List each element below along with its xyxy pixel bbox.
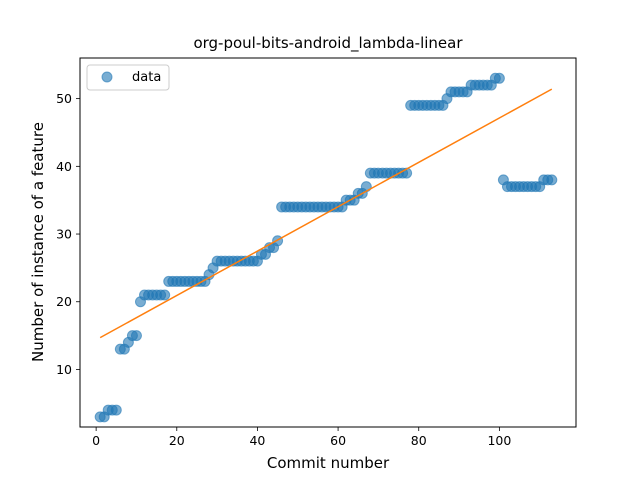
x-tick-label: 0 xyxy=(92,433,100,448)
y-tick-label: 40 xyxy=(56,159,72,174)
legend-box xyxy=(86,64,170,91)
data-point xyxy=(546,174,558,186)
data-point xyxy=(159,289,171,301)
x-axis-label: Commit number xyxy=(267,454,390,472)
x-tick-label: 100 xyxy=(487,433,511,448)
fit-line xyxy=(99,88,553,339)
legend: data xyxy=(86,64,170,91)
y-tick-label: 50 xyxy=(56,91,72,106)
x-tick-label: 60 xyxy=(330,433,346,448)
plot-area xyxy=(94,72,558,423)
data-point xyxy=(110,404,122,416)
x-tick-label: 40 xyxy=(249,433,265,448)
legend-label: data xyxy=(132,70,161,85)
y-tick-label: 10 xyxy=(56,362,72,377)
y-tick-label: 20 xyxy=(56,294,72,309)
plot-frame xyxy=(79,57,577,428)
x-tick-label: 80 xyxy=(411,433,427,448)
y-tick-label: 30 xyxy=(56,227,72,242)
legend-marker xyxy=(101,71,113,83)
data-point xyxy=(130,330,142,342)
data-point xyxy=(493,72,505,84)
chart-title: org-poul-bits-android_lambda-linear xyxy=(193,34,463,53)
y-axis: 10 20 30 40 50 xyxy=(56,91,80,377)
x-axis: 0 20 40 60 80 100 xyxy=(92,427,511,448)
data-point xyxy=(360,181,372,193)
y-axis-label: Number of instance of a feature xyxy=(29,122,47,362)
x-tick-label: 20 xyxy=(169,433,185,448)
